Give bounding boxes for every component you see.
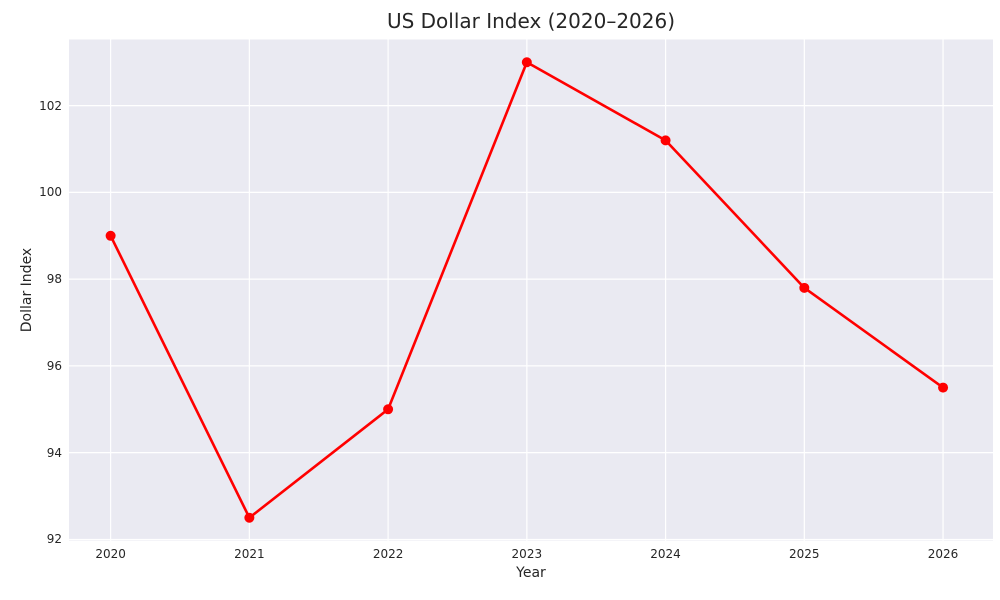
y-tick-label: 96 [46, 358, 62, 373]
x-tick-label: 2021 [234, 546, 265, 561]
y-tick-label: 98 [46, 272, 62, 287]
data-point [660, 135, 671, 146]
y-tick-label: 100 [39, 185, 62, 200]
data-point [521, 57, 532, 68]
x-tick-label: 2020 [95, 546, 126, 561]
data-point [938, 382, 949, 393]
x-tick-label: 2023 [511, 546, 543, 561]
y-tick-label: 94 [46, 445, 62, 460]
y-tick-label: 92 [46, 532, 62, 547]
plot-area [69, 39, 993, 541]
x-tick-label: 2024 [650, 546, 681, 561]
data-point [799, 282, 810, 293]
x-tick-label: 2022 [372, 546, 404, 561]
x-axis-label: Year [516, 565, 546, 581]
data-point [383, 404, 394, 415]
x-tick-label: 2025 [789, 546, 820, 561]
data-point [244, 512, 255, 523]
x-tick-label: 2026 [927, 546, 959, 561]
y-axis-label: Dollar Index [19, 247, 35, 333]
chart-title: US Dollar Index (2020–2026) [386, 9, 676, 33]
y-tick-label: 102 [39, 98, 62, 113]
data-point [105, 230, 116, 241]
